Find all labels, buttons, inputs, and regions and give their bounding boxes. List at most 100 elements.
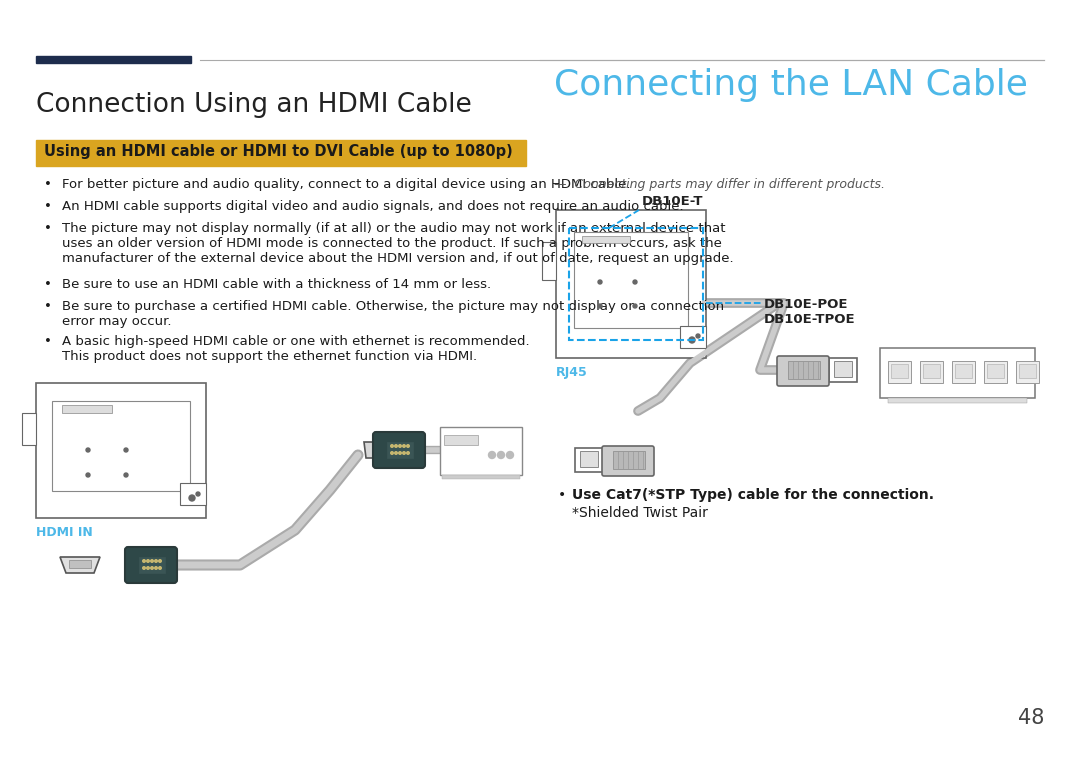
Bar: [582, 236, 630, 243]
Circle shape: [154, 567, 158, 569]
Text: •: •: [558, 488, 566, 502]
Text: Connection Using an HDMI Cable: Connection Using an HDMI Cable: [36, 92, 472, 118]
Bar: [575, 448, 603, 472]
Circle shape: [633, 280, 637, 284]
Circle shape: [143, 567, 146, 569]
Text: For better picture and audio quality, connect to a digital device using an HDMI : For better picture and audio quality, co…: [62, 178, 631, 191]
Text: Connecting the LAN Cable: Connecting the LAN Cable: [554, 68, 1028, 102]
Circle shape: [391, 452, 393, 454]
Bar: [387, 442, 413, 458]
Bar: [1016, 361, 1039, 383]
Text: The picture may not display normally (if at all) or the audio may not work if an: The picture may not display normally (if…: [62, 222, 733, 265]
Bar: [444, 435, 478, 445]
FancyBboxPatch shape: [125, 547, 177, 583]
Circle shape: [403, 445, 405, 447]
Circle shape: [143, 560, 146, 562]
Circle shape: [124, 448, 129, 452]
Circle shape: [488, 452, 496, 459]
Text: •: •: [44, 178, 52, 191]
Circle shape: [391, 445, 393, 447]
Text: •: •: [44, 335, 52, 348]
Circle shape: [189, 495, 195, 501]
Bar: [442, 475, 519, 479]
Circle shape: [147, 560, 149, 562]
Bar: [888, 361, 912, 383]
Bar: [880, 348, 1035, 398]
Circle shape: [498, 452, 504, 459]
Text: An HDMI cable supports digital video and audio signals, and does not require an : An HDMI cable supports digital video and…: [62, 200, 684, 213]
Text: A basic high-speed HDMI cable or one with ethernet is recommended.
This product : A basic high-speed HDMI cable or one wit…: [62, 335, 529, 363]
Bar: [923, 364, 940, 378]
Bar: [920, 361, 943, 383]
Polygon shape: [364, 442, 376, 458]
Bar: [440, 427, 522, 475]
Bar: [580, 451, 598, 467]
Text: —  Connecting parts may differ in different products.: — Connecting parts may differ in differe…: [554, 178, 885, 191]
Bar: [788, 361, 820, 379]
Text: •: •: [44, 222, 52, 235]
Bar: [888, 398, 1027, 403]
Bar: [36, 56, 191, 63]
Circle shape: [689, 337, 696, 343]
Bar: [1020, 364, 1036, 378]
Text: •: •: [44, 200, 52, 213]
Bar: [987, 364, 1004, 378]
Text: 48: 48: [1017, 708, 1044, 728]
Bar: [69, 560, 91, 568]
Bar: [62, 405, 112, 413]
Bar: [891, 364, 908, 378]
Circle shape: [507, 452, 513, 459]
Circle shape: [86, 448, 90, 452]
Polygon shape: [60, 557, 100, 573]
Circle shape: [399, 452, 402, 454]
Text: Be sure to purchase a certified HDMI cable. Otherwise, the picture may not displ: Be sure to purchase a certified HDMI cab…: [62, 300, 724, 328]
Text: *Shielded Twist Pair: *Shielded Twist Pair: [572, 506, 707, 520]
Bar: [680, 326, 706, 348]
Circle shape: [195, 492, 200, 496]
Circle shape: [394, 445, 397, 447]
Text: Be sure to use an HDMI cable with a thickness of 14 mm or less.: Be sure to use an HDMI cable with a thic…: [62, 278, 491, 291]
Bar: [36, 383, 206, 518]
FancyBboxPatch shape: [777, 356, 829, 386]
Circle shape: [399, 445, 402, 447]
Bar: [542, 242, 556, 280]
Circle shape: [407, 445, 409, 447]
Text: Using an HDMI cable or HDMI to DVI Cable (up to 1080p): Using an HDMI cable or HDMI to DVI Cable…: [44, 144, 513, 159]
Text: DB10E-POE
DB10E-TPOE: DB10E-POE DB10E-TPOE: [764, 298, 855, 326]
Circle shape: [159, 567, 161, 569]
Bar: [984, 361, 1007, 383]
Circle shape: [696, 334, 700, 338]
Text: •: •: [44, 278, 52, 291]
Bar: [22, 413, 36, 445]
Circle shape: [151, 567, 153, 569]
Bar: [569, 228, 703, 340]
Bar: [951, 361, 975, 383]
Bar: [955, 364, 972, 378]
Circle shape: [394, 452, 397, 454]
Circle shape: [151, 560, 153, 562]
Bar: [139, 557, 165, 573]
Circle shape: [159, 560, 161, 562]
Bar: [829, 358, 858, 382]
Bar: [180, 483, 206, 505]
Circle shape: [403, 452, 405, 454]
Circle shape: [598, 280, 602, 284]
Text: DB10E-T: DB10E-T: [642, 195, 703, 208]
Text: Use Cat7(*STP Type) cable for the connection.: Use Cat7(*STP Type) cable for the connec…: [572, 488, 934, 502]
Bar: [556, 210, 706, 358]
Text: RJ45: RJ45: [556, 366, 588, 379]
Bar: [573, 232, 688, 328]
Circle shape: [124, 473, 129, 477]
FancyBboxPatch shape: [373, 432, 426, 468]
Circle shape: [154, 560, 158, 562]
Bar: [613, 451, 645, 469]
Bar: [36, 140, 526, 166]
Bar: [52, 401, 190, 491]
FancyBboxPatch shape: [602, 446, 654, 476]
Circle shape: [633, 304, 637, 308]
Circle shape: [407, 452, 409, 454]
Circle shape: [598, 304, 602, 308]
Text: •: •: [44, 300, 52, 313]
Text: HDMI IN: HDMI IN: [36, 526, 93, 539]
Circle shape: [147, 567, 149, 569]
